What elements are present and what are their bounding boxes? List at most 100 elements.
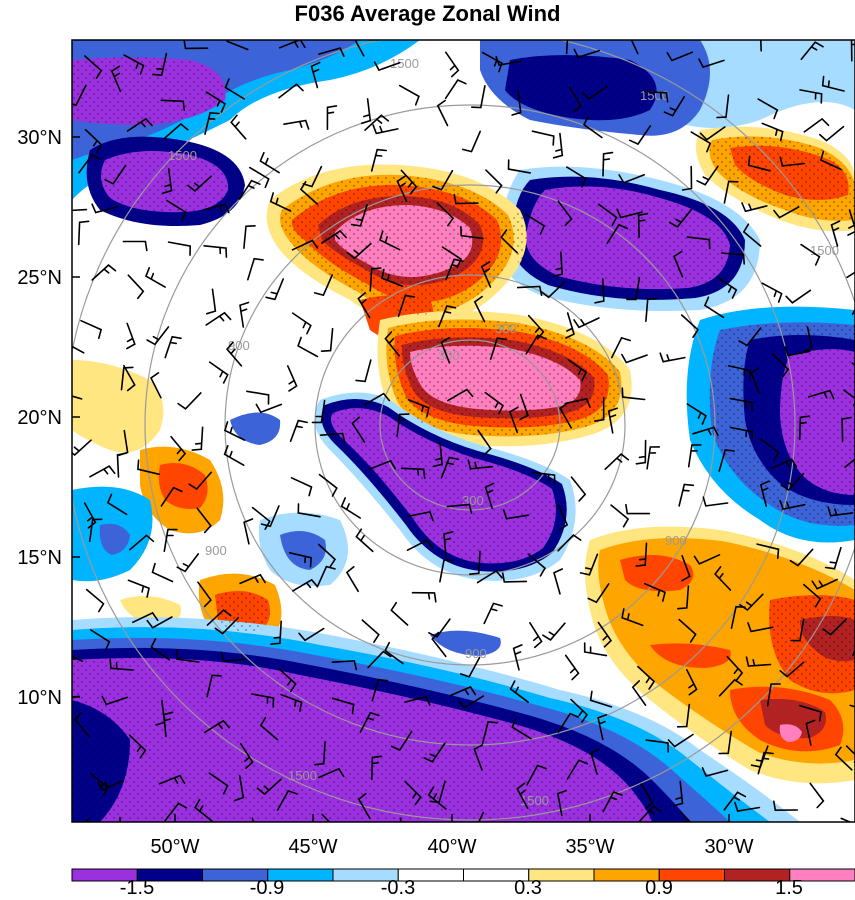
wind-barb	[773, 206, 800, 219]
wind-barb	[481, 51, 503, 73]
wind-barb	[511, 718, 532, 740]
wind-barb	[220, 651, 247, 662]
wind-barb	[771, 353, 790, 378]
ring-labels: 300 300 300 900 900 900 900 1500 1500 15…	[168, 56, 839, 808]
wind-barb	[573, 48, 600, 59]
wind-barb	[85, 588, 105, 613]
wind-barb	[109, 658, 134, 671]
wind-barb	[745, 656, 772, 667]
wind-barb	[278, 668, 297, 693]
wind-barb	[489, 337, 507, 360]
ring-label: 1500	[390, 56, 419, 71]
wind-barb	[146, 326, 170, 346]
wind-barb	[625, 503, 651, 515]
wind-barb	[206, 288, 217, 315]
wind-barb	[246, 390, 270, 405]
wind-barb	[610, 504, 630, 528]
wind-barb	[279, 40, 306, 49]
wind-barb	[495, 55, 522, 67]
lat-axis: 30°N 25°N 20°N 15°N 10°N	[17, 127, 80, 709]
wind-barb	[459, 656, 481, 678]
lon-tick-label: 45°W	[288, 836, 337, 858]
wind-barb	[727, 365, 752, 381]
wind-barb	[821, 75, 845, 92]
wind-barb	[720, 252, 745, 265]
wind-barb	[800, 243, 821, 266]
wind-barb	[361, 619, 380, 643]
wind-barb	[91, 264, 117, 281]
wind-barb	[163, 711, 174, 738]
wind-barb	[631, 680, 647, 706]
wind-barb	[288, 552, 313, 568]
lat-tick-label: 30°N	[17, 127, 62, 149]
wind-barb	[370, 148, 387, 172]
ring-label: 1500	[288, 768, 317, 783]
wind-barb	[431, 631, 447, 658]
wind-barb	[566, 759, 588, 780]
wind-barb	[160, 486, 183, 507]
wind-barb	[265, 278, 284, 301]
wind-barb	[197, 581, 212, 608]
wind-barb	[552, 251, 564, 277]
wind-barb	[80, 319, 103, 340]
wind-barb	[239, 573, 266, 585]
map-plot-area: 300 300 300 900 900 900 900 1500 1500 15…	[72, 40, 855, 822]
wind-barb	[132, 611, 159, 624]
wind-barb	[834, 746, 853, 771]
wind-barb	[444, 78, 467, 100]
wind-barb	[321, 229, 347, 244]
wind-barb	[369, 459, 396, 470]
ring-600	[314, 274, 626, 576]
wind-barb	[373, 61, 401, 72]
wind-barb	[249, 166, 270, 189]
ring-label: 1500	[640, 88, 669, 103]
wind-barb	[196, 507, 212, 534]
wind-barb	[645, 739, 669, 753]
wind-barb	[473, 295, 486, 323]
wind-barb	[396, 413, 410, 437]
wind-barb	[734, 801, 761, 813]
colorbar-label: -0.3	[381, 877, 415, 899]
wind-barb	[292, 578, 319, 592]
wind-barb	[129, 534, 155, 551]
wind-barb	[559, 402, 572, 429]
wind-barb	[84, 128, 103, 154]
wind-barb	[718, 449, 735, 472]
wind-barb	[607, 407, 618, 434]
wind-barb	[566, 166, 587, 188]
wind-barb	[756, 543, 780, 559]
wind-barb	[163, 122, 189, 140]
wind-barb	[597, 713, 608, 741]
ring-label: 300	[438, 348, 460, 363]
wind-barb	[621, 387, 646, 401]
wind-barb	[364, 114, 390, 131]
wind-barb	[340, 497, 361, 519]
wind-barb	[800, 41, 824, 61]
wind-barb	[440, 456, 459, 479]
wind-barb	[371, 678, 389, 702]
wind-barb	[204, 111, 220, 135]
wind-barb	[443, 531, 454, 557]
wind-barb	[819, 150, 842, 171]
distance-rings	[72, 40, 855, 821]
colorbar-label: 0.3	[514, 877, 542, 899]
wind-barb	[512, 644, 523, 671]
wind-barb	[318, 47, 345, 57]
wind-barb	[635, 439, 647, 465]
wind-barb	[445, 258, 464, 281]
wind-barb	[645, 297, 658, 322]
wind-barb	[673, 780, 684, 807]
wind-barb	[629, 125, 652, 146]
wind-barb	[750, 367, 760, 394]
wind-barb	[162, 168, 173, 194]
wind-barb	[484, 482, 495, 510]
wind-barb	[822, 618, 848, 636]
lat-tick-label: 25°N	[17, 267, 62, 289]
wind-barb	[160, 99, 186, 111]
wind-barb	[693, 554, 721, 565]
wind-barb	[167, 241, 192, 256]
wind-barb	[78, 153, 101, 174]
wind-barb	[97, 779, 124, 791]
colorbar-label: -1.5	[120, 877, 154, 899]
wind-barb	[88, 518, 103, 543]
